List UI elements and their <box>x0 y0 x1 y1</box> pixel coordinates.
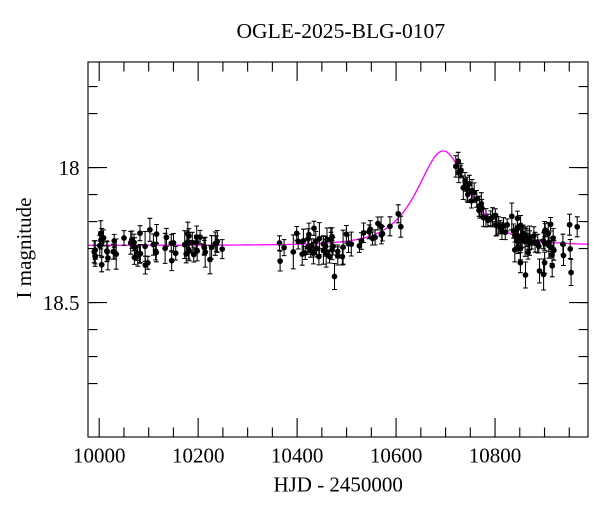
svg-text:10800: 10800 <box>469 443 522 467</box>
svg-text:10600: 10600 <box>370 443 423 467</box>
svg-text:18: 18 <box>59 156 80 180</box>
svg-text:HJD - 2450000: HJD - 2450000 <box>273 473 403 497</box>
svg-text:18.5: 18.5 <box>43 291 80 315</box>
svg-text:10200: 10200 <box>172 443 225 467</box>
svg-text:10000: 10000 <box>73 443 126 467</box>
svg-text:I magnitude: I magnitude <box>12 198 36 299</box>
svg-text:10400: 10400 <box>271 443 324 467</box>
svg-text:OGLE-2025-BLG-0107: OGLE-2025-BLG-0107 <box>236 19 445 43</box>
